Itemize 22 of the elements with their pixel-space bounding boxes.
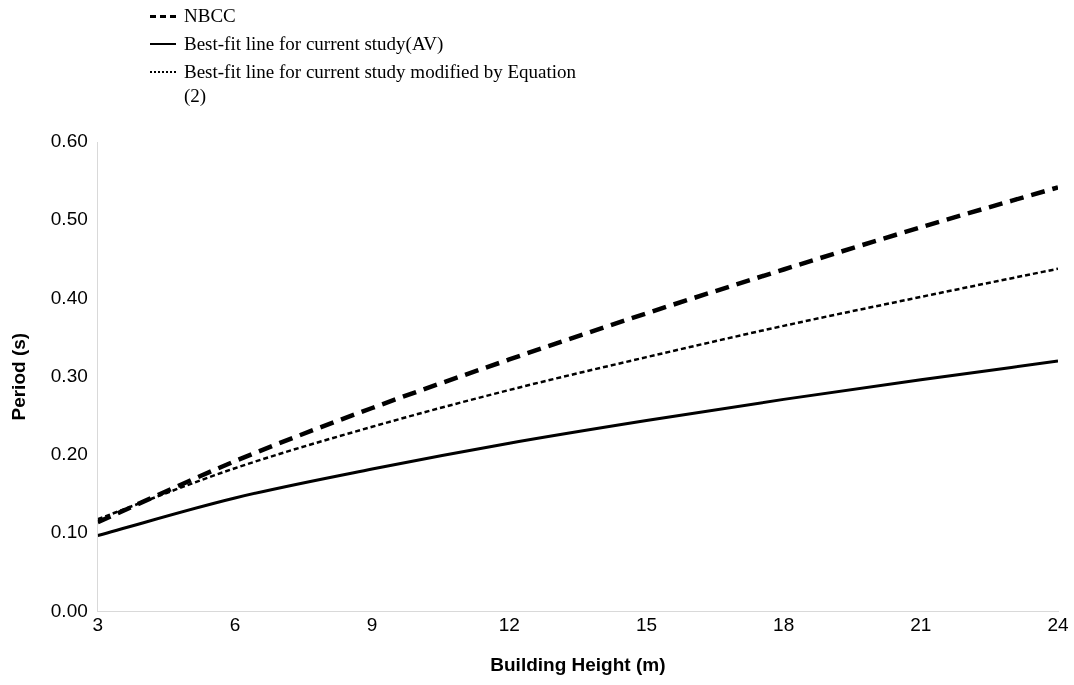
x-tick-label: 24 xyxy=(1047,614,1069,636)
x-tick-label: 18 xyxy=(773,614,795,636)
y-tick-label: 0.50 xyxy=(50,208,88,230)
line-series xyxy=(97,359,1058,538)
y-tick-label: 0.10 xyxy=(50,521,88,543)
y-tick-label: 0.40 xyxy=(50,286,88,308)
x-axis-title: Building Height (m) xyxy=(490,653,666,675)
legend-label: Best-fit line for current study modified by Equation (2) xyxy=(184,60,578,108)
x-tick-label: 15 xyxy=(635,614,658,636)
x-tick-label: 21 xyxy=(910,614,932,636)
x-tick-label: 6 xyxy=(229,614,241,636)
y-tick-label: 0.00 xyxy=(50,599,88,621)
legend-label: NBCC xyxy=(184,4,236,28)
y-tick-label: 0.60 xyxy=(50,130,88,152)
legend-label: Best-fit line for current study(AV) xyxy=(184,32,444,56)
y-tick-label: 0.30 xyxy=(50,364,88,386)
x-tick-label: 3 xyxy=(92,614,104,636)
x-tick-label: 9 xyxy=(366,614,378,636)
y-axis-title: Period (s) xyxy=(7,332,29,421)
y-tick-label: 0.20 xyxy=(50,443,88,465)
line-series xyxy=(97,185,1058,525)
x-tick-label: 12 xyxy=(498,614,520,636)
